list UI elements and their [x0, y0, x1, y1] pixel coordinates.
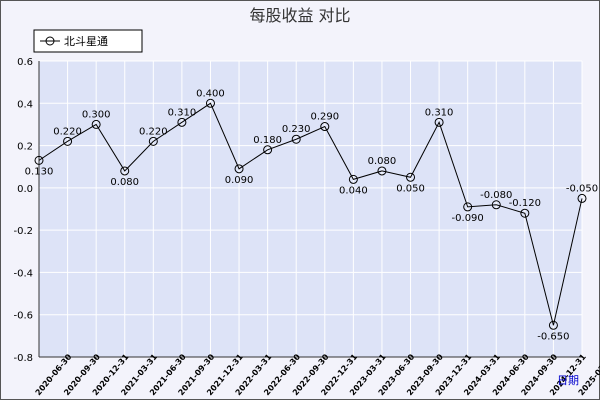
plot-area	[39, 61, 582, 357]
data-label: 0.080	[110, 177, 139, 188]
data-label: 0.130	[25, 166, 54, 177]
legend-box	[33, 29, 143, 53]
data-label: 0.220	[53, 126, 82, 137]
data-point	[377, 166, 387, 176]
data-label: -0.090	[452, 213, 484, 224]
data-point	[63, 136, 73, 146]
data-point	[406, 172, 416, 182]
data-label: -0.050	[566, 183, 598, 194]
data-label: 0.050	[396, 183, 425, 194]
data-point	[291, 134, 301, 144]
data-point	[463, 202, 473, 212]
chart-title: 每股收益 对比	[249, 6, 350, 25]
data-label: 0.090	[225, 175, 254, 186]
data-point	[120, 166, 130, 176]
y-tick-labels: 0.6 0.4 0.2 0.0 -0.2 -0.4 -0.6 -0.8	[13, 57, 33, 364]
data-point	[520, 208, 530, 218]
data-point	[434, 117, 444, 127]
data-label: 0.400	[196, 88, 225, 99]
y-tick-label: 0.4	[17, 99, 33, 110]
y-tick-label: 0.2	[17, 142, 33, 153]
data-point	[148, 136, 158, 146]
y-tick-label: 0.6	[17, 57, 33, 68]
y-tick-label: -0.4	[13, 268, 33, 279]
series-line	[38, 102, 583, 326]
x-period-label[interactable]: 日期	[557, 374, 579, 387]
data-label: 0.300	[82, 109, 111, 120]
data-point	[177, 117, 187, 127]
data-label: 0.180	[253, 135, 282, 146]
y-tick-label: 0.0	[17, 184, 33, 195]
x-tick-labels: 2020-06-302020-09-302020-12-312021-03-31…	[34, 352, 600, 397]
legend-marker	[45, 36, 55, 46]
data-point	[205, 98, 215, 108]
y-tick-label: -0.6	[13, 311, 33, 322]
data-point	[34, 155, 44, 165]
data-label: 0.290	[310, 112, 339, 123]
data-label: 0.310	[425, 107, 454, 118]
data-label: 0.310	[168, 107, 197, 118]
data-point	[491, 200, 501, 210]
data-label: -0.120	[509, 198, 541, 209]
data-label: 0.220	[139, 126, 168, 137]
data-label: 0.040	[339, 185, 368, 196]
data-label: 0.080	[368, 156, 397, 167]
y-tick-label: -0.2	[13, 226, 33, 237]
series-group: 0.1300.2200.3000.0800.2200.3100.4000.090…	[25, 88, 598, 342]
data-label: -0.650	[537, 331, 569, 342]
data-point	[234, 164, 244, 174]
legend: 北斗星通	[33, 29, 143, 53]
data-label: -0.080	[480, 190, 512, 201]
data-point	[91, 119, 101, 129]
data-point	[548, 320, 558, 330]
legend-label: 北斗星通	[64, 35, 108, 48]
data-label: 0.230	[282, 124, 311, 135]
y-tick-label: -0.8	[13, 353, 33, 364]
data-point	[348, 174, 358, 184]
data-point	[577, 193, 587, 203]
data-point	[263, 145, 273, 155]
data-point	[320, 122, 330, 132]
